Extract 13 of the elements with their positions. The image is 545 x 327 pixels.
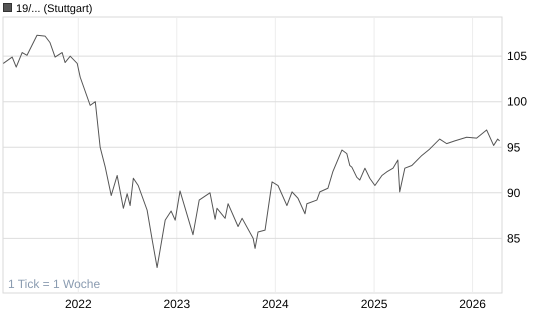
line-series [2,34,500,268]
x-tick-label: 2023 [163,297,190,311]
annotation: 1 Tick = 1 Woche [8,277,100,291]
x-tick-label: 2025 [360,297,388,311]
y-tick-label: 85 [507,231,521,246]
y-tick-label: 105 [507,49,528,64]
y-tick-label: 100 [507,94,528,109]
y-tick-label: 95 [507,140,521,154]
x-tick-label: 2024 [262,297,289,311]
x-tick-label: 2022 [64,297,92,311]
x-tick-label: 2026 [459,297,486,311]
y-tick-label: 90 [507,186,521,200]
legend-label: 19/... (Stuttgart) [16,3,92,15]
